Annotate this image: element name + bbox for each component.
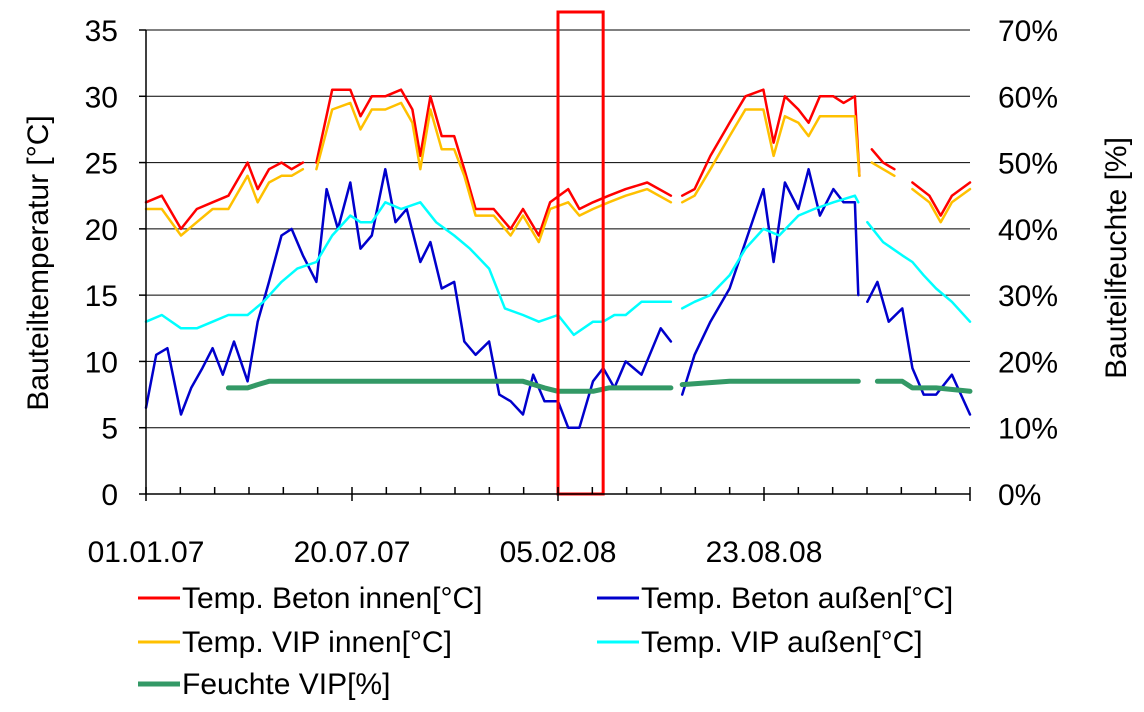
- series-line: [144, 194, 972, 337]
- series-layer: [144, 88, 973, 429]
- y2-tick-label: 70%: [998, 15, 1058, 48]
- y2-tick-label: 60%: [998, 81, 1058, 114]
- y2-tick-label: 10%: [998, 413, 1058, 446]
- legend: Temp. Beton innen[°C] Temp. Beton außen[°…: [138, 582, 953, 701]
- y-tick-label: 5: [101, 413, 118, 446]
- y2-tick-label: 20%: [998, 346, 1058, 379]
- y-tick-label: 30: [85, 81, 118, 114]
- axes: [139, 29, 971, 501]
- left-y-tick-labels: 0 5 10 15 20 25 30 35: [85, 15, 118, 512]
- y2-tick-label: 50%: [998, 148, 1058, 181]
- left-axis-title: Bauteiltemperatur [°C]: [22, 115, 55, 410]
- y-tick-label: 35: [85, 15, 118, 48]
- y-tick-label: 15: [85, 280, 118, 313]
- series-line: [144, 101, 972, 244]
- y2-tick-label: 0%: [998, 479, 1041, 512]
- x-tick-label: 01.01.07: [88, 536, 205, 569]
- right-axis-title: Bauteilfeuchte [%]: [1100, 137, 1133, 379]
- series-line: [144, 88, 972, 237]
- y-tick-label: 0: [101, 479, 118, 512]
- series-line: [225, 378, 973, 394]
- x-tick-label: 05.02.08: [500, 536, 617, 569]
- x-tick-label: 23.08.08: [706, 536, 823, 569]
- legend-label: Temp. Beton innen[°C]: [182, 582, 483, 615]
- legend-label: Temp. VIP außen[°C]: [641, 626, 923, 659]
- y-tick-label: 10: [85, 346, 118, 379]
- y-tick-label: 20: [85, 214, 118, 247]
- legend-label: Feuchte VIP[%]: [182, 668, 390, 701]
- legend-label: Temp. VIP innen[°C]: [182, 626, 452, 659]
- right-y-tick-labels: 0% 10% 20% 30% 40% 50% 60% 70%: [998, 15, 1058, 512]
- series-line: [144, 167, 972, 429]
- y2-tick-label: 40%: [998, 214, 1058, 247]
- x-tick-label: 20.07.07: [294, 536, 411, 569]
- legend-label: Temp. Beton außen[°C]: [641, 582, 953, 615]
- y-tick-label: 25: [85, 148, 118, 181]
- x-tick-labels: 01.01.07 20.07.07 05.02.08 23.08.08: [88, 536, 823, 569]
- y2-tick-label: 30%: [998, 280, 1058, 313]
